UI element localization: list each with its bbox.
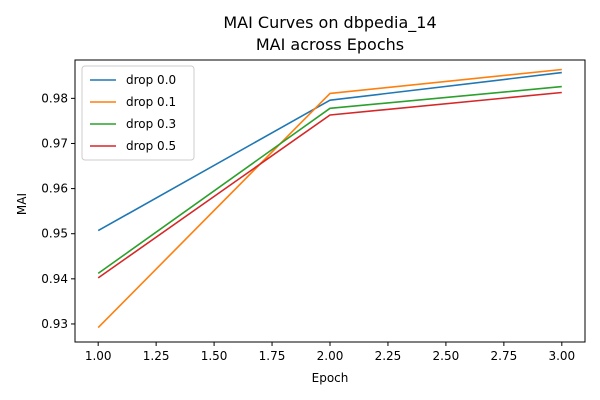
x-tick-label: 2.50 bbox=[433, 349, 460, 363]
series-line-2 bbox=[97, 85, 562, 275]
legend-label: drop 0.0 bbox=[126, 73, 176, 87]
series-line-1 bbox=[97, 68, 562, 329]
y-tick-label: 0.93 bbox=[41, 317, 68, 331]
plot-area: 1.00 1.25 1.50 1.75 2.00 2.25 2.50 2.75 3.00 0.93… bbox=[41, 59, 586, 363]
series-line-3 bbox=[97, 91, 562, 279]
y-tick-label: 0.94 bbox=[41, 272, 68, 286]
y-tick-label: 0.98 bbox=[41, 91, 68, 105]
x-tick-label: 1.25 bbox=[143, 349, 170, 363]
x-axis-label: Epoch bbox=[312, 371, 349, 385]
x-tick-label: 2.25 bbox=[375, 349, 402, 363]
chart-title: MAI Curves on dbpedia_14 bbox=[223, 13, 436, 33]
y-axis-label: MAI bbox=[15, 193, 29, 215]
x-tick-label: 3.00 bbox=[548, 349, 575, 363]
x-tick-label: 2.75 bbox=[491, 349, 518, 363]
x-tick-label: 2.00 bbox=[317, 349, 344, 363]
legend-label: drop 0.5 bbox=[126, 139, 176, 153]
y-tick-label: 0.96 bbox=[41, 182, 68, 196]
legend-box bbox=[81, 65, 195, 161]
x-tick-label: 1.50 bbox=[201, 349, 228, 363]
x-tick-label: 1.00 bbox=[85, 349, 112, 363]
legend-label: drop 0.3 bbox=[126, 117, 176, 131]
series-line-0 bbox=[97, 71, 562, 232]
legend-label: drop 0.1 bbox=[126, 95, 176, 109]
x-tick-label: 1.75 bbox=[259, 349, 286, 363]
chart-subtitle: MAI across Epochs bbox=[256, 35, 404, 54]
y-tick-label: 0.95 bbox=[41, 227, 68, 241]
y-tick-label: 0.97 bbox=[41, 136, 68, 150]
legend: drop 0.0 drop 0.1 drop 0.3 drop 0.5 bbox=[81, 65, 195, 161]
